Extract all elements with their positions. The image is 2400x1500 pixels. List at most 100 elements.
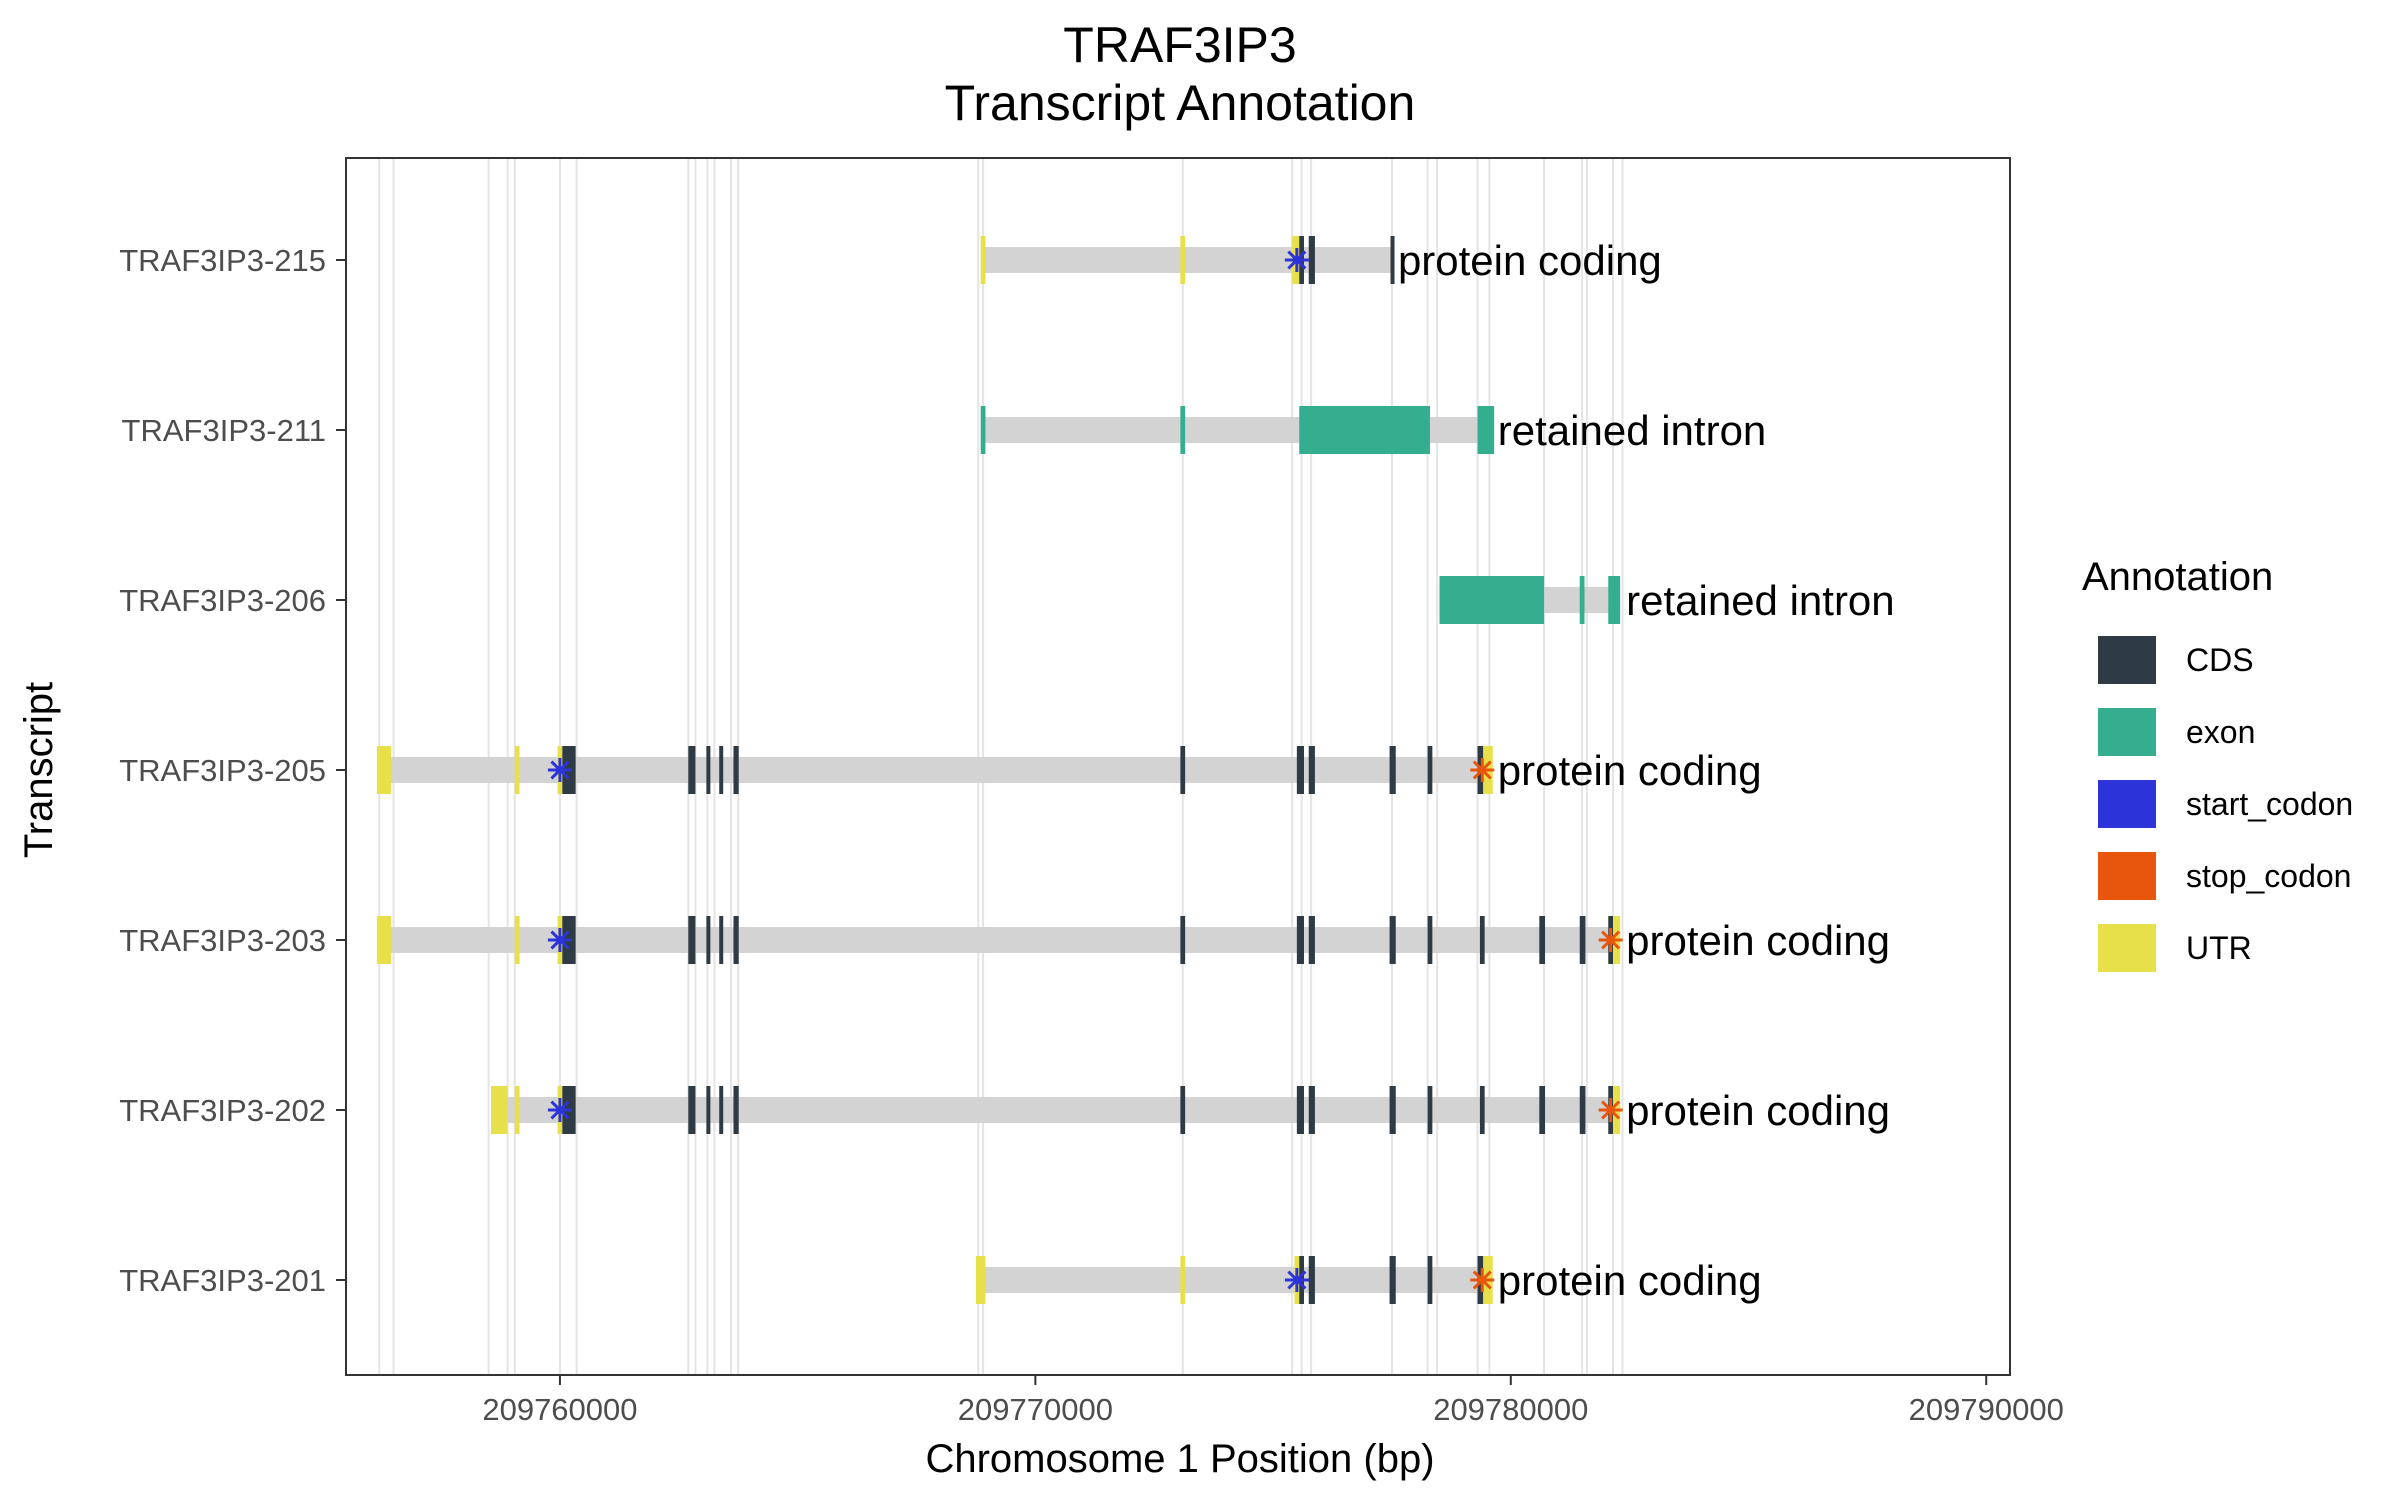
x-axis-title: Chromosome 1 Position (bp) <box>925 1437 1434 1481</box>
transcript-row: protein coding <box>975 1256 1762 1304</box>
y-tick-label: TRAF3IP3-201 <box>119 1263 326 1298</box>
legend-label-start-codon: start_codon <box>2186 786 2353 822</box>
cds-block <box>688 916 696 964</box>
cds-block <box>1308 236 1315 284</box>
cds-block <box>1180 916 1186 964</box>
transcript-biotype-label: retained intron <box>1498 407 1767 454</box>
exon-block <box>1180 406 1186 454</box>
y-tick-label: TRAF3IP3-205 <box>119 753 326 788</box>
legend-key-cds <box>2098 636 2156 684</box>
x-tick-label: 209790000 <box>1909 1392 2064 1427</box>
cds-block <box>1296 1086 1304 1134</box>
utr-block <box>514 1086 520 1134</box>
legend-key-stop-codon <box>2098 852 2156 900</box>
cds-block <box>1579 916 1586 964</box>
chart-title-line2: Transcript Annotation <box>945 75 1416 131</box>
y-tick-label: TRAF3IP3-202 <box>119 1093 326 1128</box>
cds-block <box>688 1086 696 1134</box>
cds-block <box>1539 916 1546 964</box>
legend-key-utr <box>2098 924 2156 972</box>
transcript-biotype-label: protein coding <box>1626 917 1890 964</box>
utr-block <box>376 916 392 964</box>
y-axis-title: Transcript <box>17 682 61 858</box>
cds-block <box>1389 746 1396 794</box>
cds-block <box>733 1086 739 1134</box>
legend-label-cds: CDS <box>2186 642 2254 678</box>
cds-block <box>1479 1086 1485 1134</box>
utr-block <box>975 1256 986 1304</box>
y-tick-label: TRAF3IP3-211 <box>122 413 326 448</box>
cds-block <box>1579 1086 1586 1134</box>
transcript-row: retained intron <box>980 406 1767 454</box>
transcript-row: protein coding <box>491 1086 1890 1134</box>
utr-block <box>491 1086 508 1134</box>
cds-block <box>1427 746 1433 794</box>
cds-block <box>1308 746 1315 794</box>
exon-block <box>980 406 986 454</box>
intron-backbone <box>978 1267 1492 1293</box>
y-tick-label: TRAF3IP3-206 <box>119 583 326 618</box>
transcript-row: protein coding <box>980 236 1662 284</box>
intron-backbone <box>983 247 1392 273</box>
cds-block <box>1479 916 1485 964</box>
exon-block <box>1608 576 1621 624</box>
transcript-row: protein coding <box>376 746 1762 794</box>
cds-block <box>1308 1086 1315 1134</box>
cds-block <box>688 746 696 794</box>
legend-key-start-codon <box>2098 780 2156 828</box>
cds-block <box>1539 1086 1546 1134</box>
stop-codon-marker <box>1470 758 1495 782</box>
exon-block <box>1579 576 1585 624</box>
panel-border <box>345 157 2011 1376</box>
cds-block <box>706 746 711 794</box>
transcript-biotype-label: protein coding <box>1398 237 1662 284</box>
y-tick-label: TRAF3IP3-203 <box>119 923 326 958</box>
transcript-biotype-label: protein coding <box>1626 1087 1890 1134</box>
cds-block <box>1389 916 1396 964</box>
chart-title-line1: TRAF3IP3 <box>1063 17 1296 73</box>
start-codon-marker <box>1284 248 1309 272</box>
start-codon-marker <box>547 928 572 952</box>
exon-block <box>1299 406 1430 454</box>
exon-block <box>1439 576 1545 624</box>
transcript-row: retained intron <box>1439 576 1895 624</box>
start-codon-marker <box>547 758 572 782</box>
cds-block <box>1296 746 1304 794</box>
intron-backbone <box>379 757 1492 783</box>
legend-title: Annotation <box>2082 555 2273 599</box>
cds-block <box>1427 1086 1433 1134</box>
y-tick-label: TRAF3IP3-215 <box>119 243 326 278</box>
cds-block <box>719 746 724 794</box>
x-tick-label: 209780000 <box>1433 1392 1588 1427</box>
cds-block <box>706 1086 711 1134</box>
utr-block <box>514 916 520 964</box>
cds-block <box>733 746 739 794</box>
cds-block <box>1389 1086 1396 1134</box>
utr-block <box>1180 236 1186 284</box>
cds-block <box>706 916 711 964</box>
intron-backbone <box>493 1097 1621 1123</box>
legend-label-exon: exon <box>2186 714 2255 750</box>
cds-block <box>1296 916 1304 964</box>
stop-codon-marker <box>1598 928 1623 952</box>
legend-label-utr: UTR <box>2186 930 2252 966</box>
start-codon-marker <box>547 1098 572 1122</box>
transcript-biotype-label: retained intron <box>1626 577 1895 624</box>
x-tick-label: 209760000 <box>482 1392 637 1427</box>
transcript-biotype-label: protein coding <box>1498 1257 1762 1304</box>
start-codon-marker <box>1284 1268 1309 1292</box>
cds-block <box>719 916 724 964</box>
cds-block <box>1308 916 1315 964</box>
cds-block <box>719 1086 724 1134</box>
transcript-biotype-label: protein coding <box>1498 747 1762 794</box>
cds-block <box>1180 746 1186 794</box>
stop-codon-marker <box>1470 1268 1495 1292</box>
utr-block <box>1180 1256 1186 1304</box>
cds-block <box>733 916 739 964</box>
cds-block <box>1180 1086 1186 1134</box>
cds-block <box>1427 916 1433 964</box>
legend-key-exon <box>2098 708 2156 756</box>
legend: Annotation CDS exon start_codon stop_codon U… <box>2082 555 2353 972</box>
utr-block <box>514 746 520 794</box>
